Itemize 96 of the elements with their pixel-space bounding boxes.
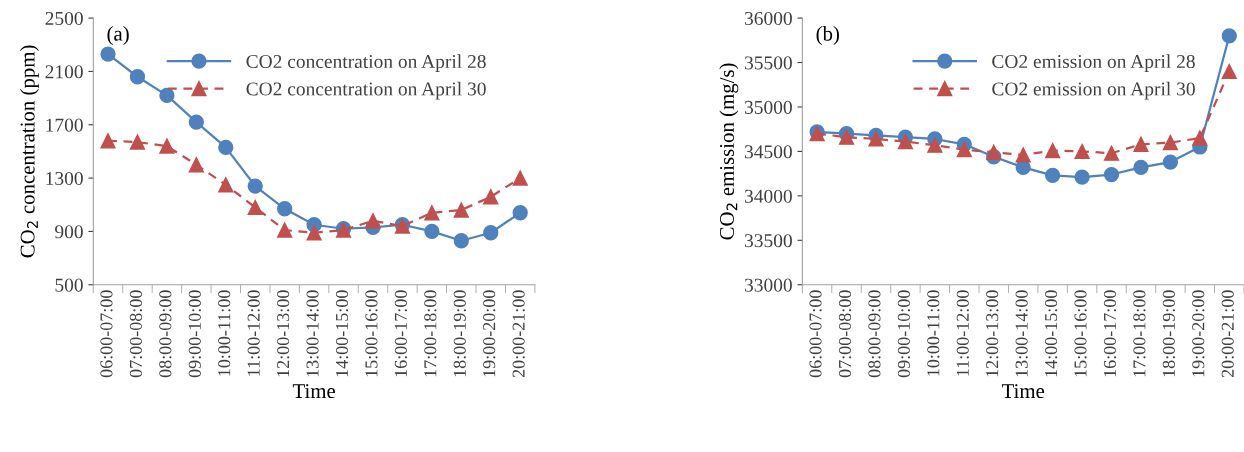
x-tick-label: 06:00-07:00 — [809, 290, 822, 378]
y-tick-label: 33500 — [744, 234, 792, 248]
point — [897, 134, 914, 150]
point — [1221, 28, 1237, 44]
y-tick-label: 36000 — [744, 11, 792, 26]
x-axis-title: Time — [1001, 384, 1045, 399]
point — [986, 144, 1002, 160]
point — [1221, 63, 1237, 80]
annotation: (b) — [816, 26, 840, 45]
x-tick-label: 18:00-19:00 — [453, 290, 466, 377]
point — [483, 225, 499, 241]
y-tick-label: 34000 — [744, 189, 792, 203]
x-tick-label: 10:00-11:00 — [927, 290, 940, 376]
point — [129, 69, 146, 85]
point — [927, 137, 943, 153]
y-tick-label: 2100 — [45, 65, 83, 79]
point — [868, 131, 884, 147]
legend-label: CO2 concentration on April 30 — [246, 81, 486, 100]
x-tick-label: 17:00-18:00 — [424, 290, 437, 377]
x-tick-label: 12:00-13:00 — [277, 290, 290, 377]
x-tick-label: 13:00-14:00 — [1015, 290, 1028, 377]
point — [306, 225, 322, 241]
y-tick-label: 2500 — [45, 11, 83, 26]
x-tick-label: 16:00-17:00 — [1103, 290, 1117, 377]
point — [1192, 130, 1208, 146]
x-tick-label: 09:00-10:00 — [897, 290, 911, 378]
point — [1044, 167, 1061, 184]
y-tick-label: 34500 — [744, 145, 792, 159]
annotation: (a) — [107, 26, 129, 45]
point — [247, 199, 263, 216]
point — [1133, 136, 1149, 152]
legend-label: CO2 emission on April 28 — [992, 54, 1195, 72]
point — [365, 213, 381, 229]
point — [188, 114, 204, 130]
point — [159, 87, 175, 104]
point — [483, 189, 499, 205]
point — [1162, 154, 1179, 170]
x-tick-label: 15:00-16:00 — [365, 290, 378, 377]
y-tick-label: 33000 — [744, 278, 792, 292]
point — [424, 205, 440, 221]
point — [512, 170, 528, 186]
y-axis-title: CO$_{2}$ concentration (ppm) — [19, 45, 39, 258]
y-tick-label: 35500 — [744, 56, 792, 70]
point — [1103, 166, 1120, 183]
point — [453, 233, 469, 249]
point — [1044, 142, 1061, 159]
x-tick-label: 16:00-17:00 — [394, 290, 408, 377]
point — [956, 142, 972, 158]
point — [424, 223, 440, 240]
x-axis-title: Time — [292, 384, 336, 399]
y-tick-label: 1300 — [46, 171, 83, 186]
x-tick-label: 11:00-12:00 — [956, 290, 969, 376]
point — [277, 222, 293, 238]
point — [512, 205, 528, 221]
x-tick-label: 07:00-08:00 — [838, 290, 852, 378]
point — [1162, 134, 1179, 151]
y-axis-title: CO$_{2}$ emission (mg/s) — [719, 63, 739, 240]
x-tick-label: 08:00-09:00 — [868, 290, 881, 378]
point — [218, 139, 234, 156]
x-tick-label: 10:00-11:00 — [218, 290, 231, 376]
x-tick-label: 06:00-07:00 — [100, 290, 113, 378]
x-tick-label: 15:00-16:00 — [1074, 290, 1087, 377]
point — [1074, 169, 1090, 185]
point — [100, 133, 116, 149]
x-tick-label: 07:00-08:00 — [129, 290, 143, 378]
point — [100, 46, 116, 62]
x-tick-label: 08:00-09:00 — [159, 290, 172, 378]
point — [1074, 143, 1090, 160]
point — [1133, 159, 1149, 176]
y-tick-label: 500 — [55, 278, 83, 292]
x-tick-label: 20:00-21:00 — [1221, 290, 1234, 378]
x-tick-label: 11:00-12:00 — [247, 290, 260, 376]
point — [247, 178, 263, 194]
point — [188, 157, 204, 173]
legend-label: CO2 emission on April 30 — [992, 81, 1195, 100]
x-tick-label: 13:00-14:00 — [306, 290, 319, 377]
point — [453, 202, 469, 218]
point — [1103, 145, 1120, 161]
x-tick-label: 20:00-21:00 — [512, 290, 525, 378]
point — [218, 177, 234, 193]
x-tick-label: 19:00-20:00 — [1192, 290, 1205, 377]
x-tick-label: 12:00-13:00 — [986, 290, 999, 377]
x-tick-label: 19:00-20:00 — [483, 290, 496, 377]
y-tick-label: 35000 — [744, 100, 792, 114]
x-tick-label: 17:00-18:00 — [1133, 290, 1146, 377]
point — [129, 134, 146, 150]
point — [159, 138, 175, 154]
point — [1015, 147, 1031, 163]
y-tick-label: 900 — [55, 225, 83, 239]
x-tick-label: 18:00-19:00 — [1162, 290, 1175, 377]
y-tick-label: 1700 — [46, 118, 83, 132]
legend-label: CO2 concentration on April 28 — [246, 54, 486, 72]
point — [277, 201, 293, 217]
x-tick-label: 14:00-15:00 — [335, 290, 349, 377]
x-tick-label: 09:00-10:00 — [188, 290, 201, 378]
x-tick-label: 14:00-15:00 — [1044, 290, 1058, 377]
